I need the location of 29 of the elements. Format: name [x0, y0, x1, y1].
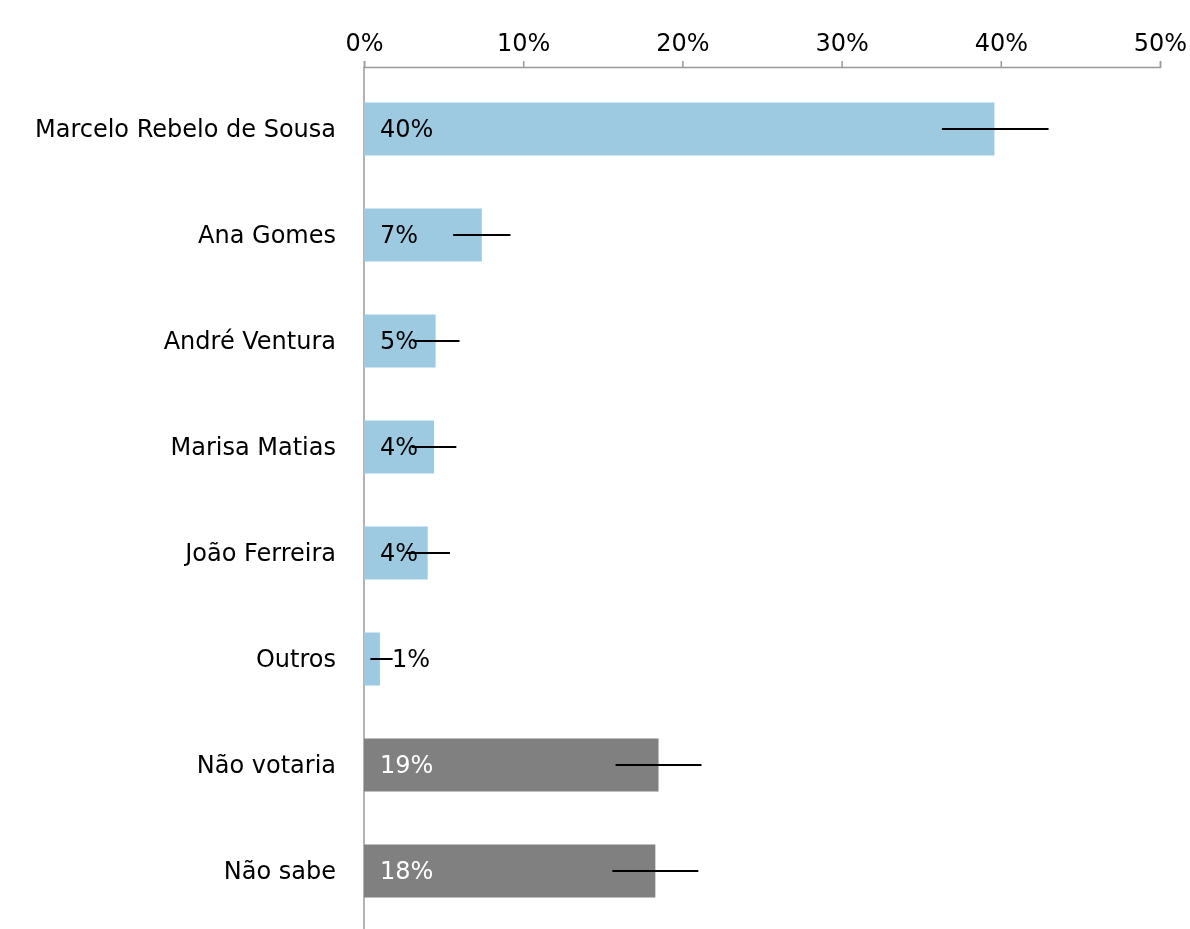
data-label: 40%: [380, 115, 434, 144]
data-label: 1%: [391, 645, 430, 674]
y-tick-label: Ana Gomes: [198, 220, 336, 249]
bar: [364, 420, 435, 474]
bar: [364, 526, 428, 580]
data-label: 18%: [380, 857, 434, 886]
data-label: 19%: [380, 751, 434, 780]
data-label: 7%: [380, 221, 419, 250]
x-tick-label: 30%: [815, 28, 869, 57]
y-tick-label: Não sabe: [223, 856, 336, 885]
x-tick-label: 10%: [497, 28, 551, 57]
data-label: 4%: [380, 433, 419, 462]
bar: [364, 844, 656, 898]
x-tick-label: 0%: [345, 28, 384, 57]
bar: [364, 208, 482, 262]
bar: [364, 314, 436, 368]
x-tick-label: 20%: [656, 28, 710, 57]
y-tick-label: André Ventura: [163, 326, 336, 355]
data-label: 5%: [380, 327, 419, 356]
x-tick-label: 50%: [1133, 28, 1188, 57]
y-tick-label: Marcelo Rebelo de Sousa: [34, 114, 336, 143]
bar: [364, 102, 995, 156]
y-tick-label: Não votaria: [196, 750, 336, 779]
y-tick-label: Marisa Matias: [170, 432, 336, 461]
y-tick-label: Outros: [255, 644, 336, 673]
y-tick-label: João Ferreira: [183, 538, 336, 567]
bar: [364, 738, 659, 792]
bar: [364, 632, 380, 686]
x-tick-label: 40%: [974, 28, 1028, 57]
